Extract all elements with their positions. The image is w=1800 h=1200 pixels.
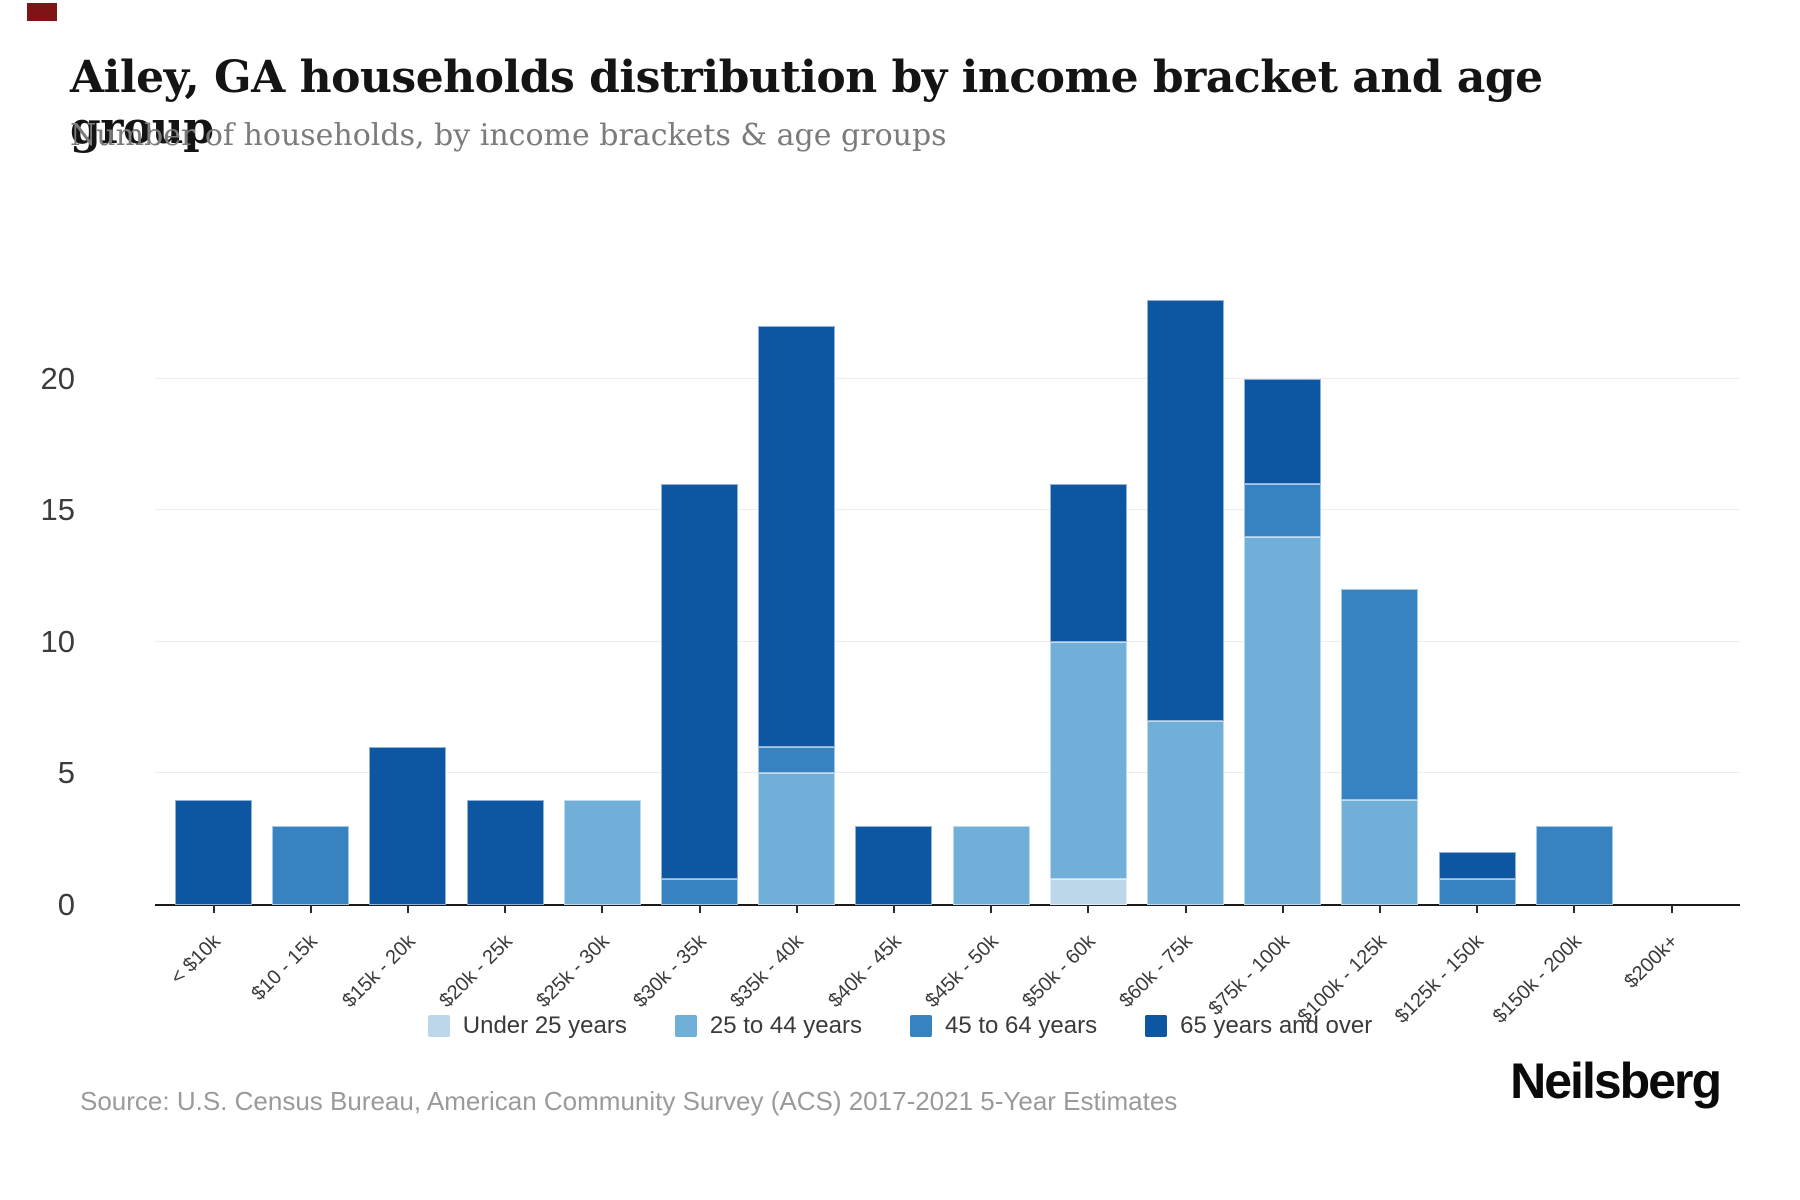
bar-segment-50k60k-series-1[interactable] [1049,641,1127,879]
x-axis-tick-mark [1670,905,1673,913]
legend-item-1[interactable]: 25 to 44 years [674,1012,862,1040]
bar-segment-125k150k-series-3[interactable] [1438,852,1516,879]
legend-label: Under 25 years [462,1012,627,1039]
bar-segment-50k60k-series-0[interactable] [1049,878,1127,905]
x-axis-tick-mark [1184,905,1187,913]
legend-swatch-icon [909,1015,932,1037]
legend: Under 25 years 25 to 44 years 45 to 64 yea… [0,1012,1800,1040]
y-axis-tick-label: 15 [40,492,75,528]
legend-swatch-icon [427,1015,450,1037]
chart-subtitle: Number of households, by income brackets… [70,118,947,153]
bar-segment-100k125k-series-1[interactable] [1341,799,1419,905]
bar-segment-150k200k-series-2[interactable] [1535,826,1613,905]
top-left-artifact [27,3,57,21]
y-axis-tick-label: 5 [57,755,75,791]
bar-segment-40k45k-series-3[interactable] [855,826,933,905]
bar-segment-15k20k-series-3[interactable] [369,747,447,905]
x-axis-tick-mark [601,905,604,913]
legend-swatch-icon [674,1015,697,1037]
bar-segment-35k40k-series-3[interactable] [758,326,836,748]
x-axis-tick-mark [892,905,895,913]
bar-segment-35k40k-series-2[interactable] [758,747,836,774]
bar-segment-50k60k-series-3[interactable] [1049,483,1127,642]
bar-segment-60k75k-series-3[interactable] [1147,299,1224,721]
gridline-y-15 [155,509,1740,511]
bar-segment-75k100k-series-2[interactable] [1244,483,1322,537]
bar-segment-125k150k-series-2[interactable] [1438,878,1516,905]
x-axis-tick-mark [795,905,798,913]
plot-area: 0 5 10 15 20 < $10k $10 - 15k $15k - 20k $20k - … [41,255,1740,1028]
x-axis-label: $200k+ [1620,930,1683,993]
gridline-y-5 [155,772,1740,774]
legend-label: 25 to 44 years [709,1012,862,1039]
legend-label: 65 years and over [1180,1012,1373,1039]
bar-segment-75k100k-series-3[interactable] [1244,378,1322,484]
source-note: Source: U.S. Census Bureau, American Com… [80,1086,1178,1116]
chart-title: Ailey, GA households distribution by inc… [70,52,1543,154]
x-axis-tick-mark [1087,905,1090,913]
neilsberg-logo: Neilsberg [1510,1053,1722,1109]
x-axis-tick-mark [990,905,993,913]
bar-segment-30k35k-series-2[interactable] [661,878,738,905]
x-axis-tick-mark [1573,905,1576,913]
x-axis-tick-mark [1281,905,1284,913]
legend-item-2[interactable]: 45 to 64 years [909,1012,1098,1040]
x-axis-tick-mark [212,905,215,913]
x-axis-tick-mark [406,905,409,913]
legend-item-0[interactable]: Under 25 years [427,1012,627,1040]
legend-item-3[interactable]: 65 years and over [1145,1012,1372,1040]
bar-segment-1015k-series-2[interactable] [272,826,350,905]
gridline-y-10 [155,640,1740,642]
x-axis-label-wrap: $200k+ [1486,927,1683,992]
x-axis-tick-mark [1378,905,1381,913]
legend-label: 45 to 64 years [944,1012,1098,1039]
legend-swatch-icon [1145,1015,1168,1037]
bar-segment-20k25k-series-3[interactable] [466,799,544,905]
y-axis-tick-label: 10 [40,623,75,659]
bar-segment-60k75k-series-1[interactable] [1147,720,1224,905]
bar-segment-30k35k-series-3[interactable] [661,483,738,879]
x-axis-tick-mark [504,905,507,913]
x-axis-tick-mark [309,905,312,913]
x-axis-tick-mark [698,905,701,913]
x-axis-tick-mark [1476,905,1479,913]
bar-segment-45k50k-series-1[interactable] [952,826,1030,905]
bar-segment-35k40k-series-1[interactable] [758,773,836,905]
y-axis-tick-label: 20 [40,360,75,396]
bar-segment-10k-series-3[interactable] [175,799,252,905]
bar-segment-25k30k-series-1[interactable] [563,799,641,905]
bar-segment-100k125k-series-2[interactable] [1341,589,1419,800]
y-axis-tick-label: 0 [57,887,75,922]
bar-segment-75k100k-series-1[interactable] [1244,536,1322,905]
gridline-y-20 [155,377,1740,379]
x-axis-line [155,904,1740,906]
